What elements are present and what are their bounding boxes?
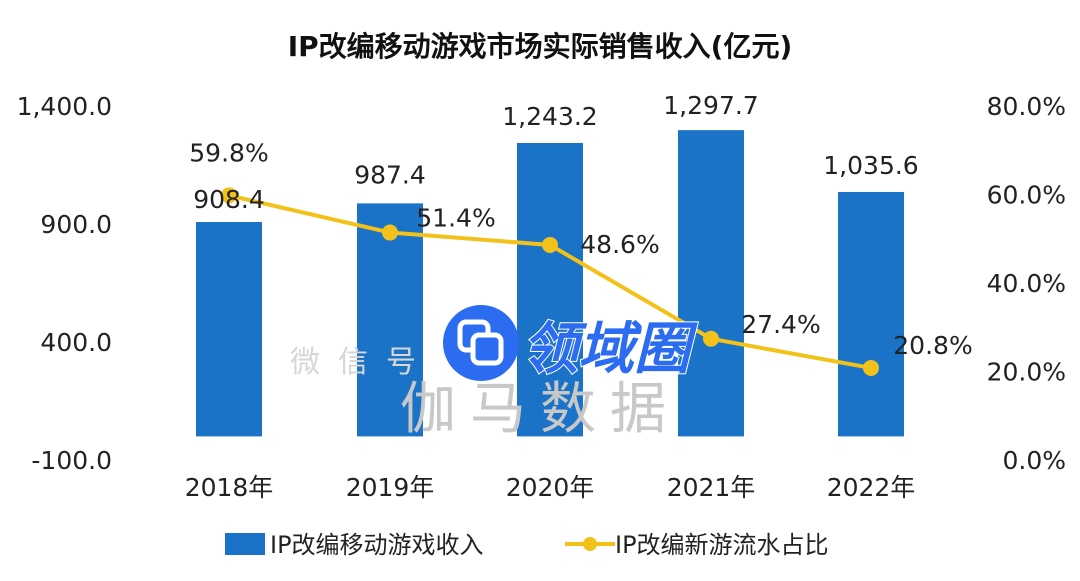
line-data-label: 51.4% xyxy=(416,204,495,233)
right-axis-tick: 20.0% xyxy=(987,358,1066,387)
watermark-sub: 微信号 xyxy=(290,345,434,380)
left-axis-tick: 1,400.0 xyxy=(17,92,112,121)
legend-bar-swatch xyxy=(225,533,265,555)
line-data-label: 20.8% xyxy=(893,331,972,360)
line-point xyxy=(863,359,879,376)
chart-title: IP改编移动游戏市场实际销售收入(亿元) xyxy=(288,30,793,63)
right-axis-tick: 80.0% xyxy=(987,92,1066,121)
bar xyxy=(357,203,423,437)
logo-text: 领域圈 xyxy=(522,317,698,382)
bar xyxy=(196,222,262,437)
logo-watermark: 领域圈 xyxy=(443,305,699,383)
line-point xyxy=(221,187,237,204)
watermark: 伽马数据 微信号 xyxy=(290,345,680,442)
x-axis-tick: 2019年 xyxy=(346,473,435,502)
right-axis-tick: 60.0% xyxy=(987,181,1066,210)
legend-bar-label: IP改编移动游戏收入 xyxy=(270,531,484,559)
right-axis-tick: 0.0% xyxy=(1002,446,1066,475)
legend-line-label: IP改编新游流水占比 xyxy=(615,531,829,559)
x-axis-tick: 2020年 xyxy=(506,473,595,502)
watermark-main: 伽马数据 xyxy=(400,377,680,442)
right-axis-tick: 40.0% xyxy=(987,269,1066,298)
legend-line-marker xyxy=(583,537,597,551)
bar-data-label: 1,035.6 xyxy=(823,151,918,180)
x-axis-tick: 2022年 xyxy=(827,473,916,502)
bar xyxy=(517,143,583,437)
line-data-label: 27.4% xyxy=(741,310,820,339)
bar xyxy=(838,191,904,437)
left-axis-tick: 400.0 xyxy=(40,328,112,357)
line-data-label: 59.8% xyxy=(189,138,268,167)
bar xyxy=(678,130,744,437)
line-point xyxy=(542,236,558,253)
x-axis-tick: 2021年 xyxy=(667,473,756,502)
line-point xyxy=(382,224,398,241)
left-axis-tick: -100.0 xyxy=(31,446,112,475)
line-point xyxy=(703,330,719,347)
bar-data-label: 908.4 xyxy=(193,185,265,214)
bar-data-label: 1,243.2 xyxy=(502,102,597,131)
left-axis-tick: 900.0 xyxy=(40,210,112,239)
bar-data-label: 987.4 xyxy=(354,160,426,189)
legend: IP改编移动游戏收入 IP改编新游流水占比 xyxy=(225,531,829,559)
x-axis-tick: 2018年 xyxy=(185,473,274,502)
logo-square-icon xyxy=(470,332,504,366)
line-data-label: 48.6% xyxy=(580,230,659,259)
bar-data-label: 1,297.7 xyxy=(663,91,758,120)
